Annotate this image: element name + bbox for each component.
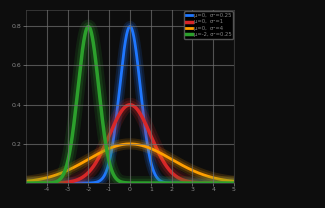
μ=-2, σ²=0.25: [246, 182, 250, 184]
μ=0,  σ²=4: [246, 181, 250, 184]
μ=0,  σ²=0.25: [253, 182, 257, 184]
μ=0,  σ²=1: [128, 104, 132, 106]
μ=-2, σ²=0.25: [118, 180, 122, 183]
μ=0,  σ²=0.25: [128, 25, 132, 28]
μ=0,  σ²=4: [200, 173, 204, 176]
μ=0,  σ²=4: [3, 181, 7, 184]
μ=0,  σ²=1: [200, 182, 204, 184]
μ=-2, σ²=0.25: [86, 25, 90, 28]
μ=0,  σ²=0.25: [124, 33, 128, 36]
μ=0,  σ²=4: [128, 143, 132, 145]
μ=-2, σ²=0.25: [253, 182, 257, 184]
μ=0,  σ²=0.25: [118, 84, 122, 86]
μ=0,  σ²=1: [246, 182, 250, 184]
μ=0,  σ²=0.25: [246, 182, 250, 184]
μ=0,  σ²=4: [253, 181, 257, 184]
μ=-2, σ²=0.25: [246, 182, 250, 184]
μ=-2, σ²=0.25: [3, 182, 7, 184]
μ=0,  σ²=4: [118, 144, 122, 146]
μ=0,  σ²=1: [3, 182, 7, 184]
Line: μ=-2, σ²=0.25: μ=-2, σ²=0.25: [5, 26, 255, 183]
Line: μ=0,  σ²=1: μ=0, σ²=1: [5, 105, 255, 183]
μ=0,  σ²=4: [16, 181, 20, 183]
μ=-2, σ²=0.25: [16, 182, 20, 184]
μ=0,  σ²=0.25: [246, 182, 250, 184]
μ=0,  σ²=1: [124, 105, 128, 107]
Legend: μ=0,  σ²=0.25, μ=0,  σ²=1, μ=0,  σ²=4, μ=-2, σ²=0.25: μ=0, σ²=0.25, μ=0, σ²=1, μ=0, σ²=4, μ=-2…: [184, 11, 233, 38]
Line: μ=0,  σ²=4: μ=0, σ²=4: [5, 144, 255, 183]
μ=0,  σ²=1: [118, 112, 122, 115]
μ=0,  σ²=4: [124, 143, 128, 145]
μ=0,  σ²=0.25: [3, 182, 7, 184]
μ=0,  σ²=4: [246, 181, 250, 184]
μ=0,  σ²=0.25: [200, 182, 204, 184]
μ=0,  σ²=1: [246, 182, 250, 184]
Line: μ=0,  σ²=0.25: μ=0, σ²=0.25: [5, 26, 255, 183]
μ=0,  σ²=1: [16, 182, 20, 184]
μ=-2, σ²=0.25: [200, 182, 204, 184]
μ=-2, σ²=0.25: [125, 182, 129, 184]
μ=0,  σ²=1: [253, 182, 257, 184]
μ=0,  σ²=0.25: [16, 182, 20, 184]
